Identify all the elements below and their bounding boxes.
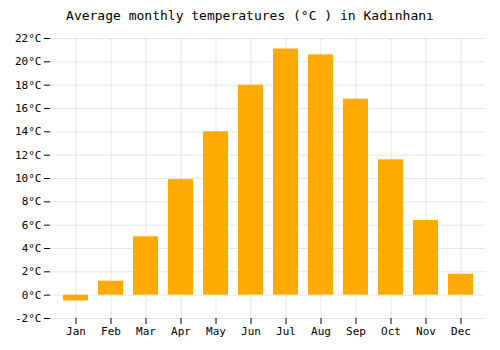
svg-text:Jul: Jul [276, 325, 296, 338]
svg-text:Apr: Apr [171, 325, 191, 338]
html-text:Average monthly temperatures (: Average monthly temperatures (°C ) in Ka… [66, 8, 434, 23]
svg-text:Sep: Sep [346, 325, 366, 338]
svg-text:Jan: Jan [66, 325, 86, 338]
svg-text:0°C: 0°C [22, 289, 42, 302]
svg-text:22°C: 22°C [15, 32, 42, 45]
svg-text:Jun: Jun [241, 325, 261, 338]
svg-text:10°C: 10°C [15, 172, 42, 185]
svg-text:Feb: Feb [101, 325, 121, 338]
svg-text:12°C: 12°C [15, 149, 42, 162]
svg-text:Nov: Nov [416, 325, 436, 338]
svg-text:May: May [206, 325, 226, 338]
svg-text:14°C: 14°C [15, 125, 42, 138]
svg-text:Mar: Mar [136, 325, 156, 338]
svg-text:-2°C: -2°C [15, 312, 42, 325]
svg-text:20°C: 20°C [15, 55, 42, 68]
svg-text:Oct: Oct [381, 325, 401, 338]
svg-text:Aug: Aug [311, 325, 331, 338]
svg-text:2°C: 2°C [22, 265, 42, 278]
svg-text:6°C: 6°C [22, 219, 42, 232]
svg-text:18°C: 18°C [15, 79, 42, 92]
svg-text:16°C: 16°C [15, 102, 42, 115]
svg-text:8°C: 8°C [22, 195, 42, 208]
svg-text:Dec: Dec [451, 325, 471, 338]
svg-text:4°C: 4°C [22, 242, 42, 255]
